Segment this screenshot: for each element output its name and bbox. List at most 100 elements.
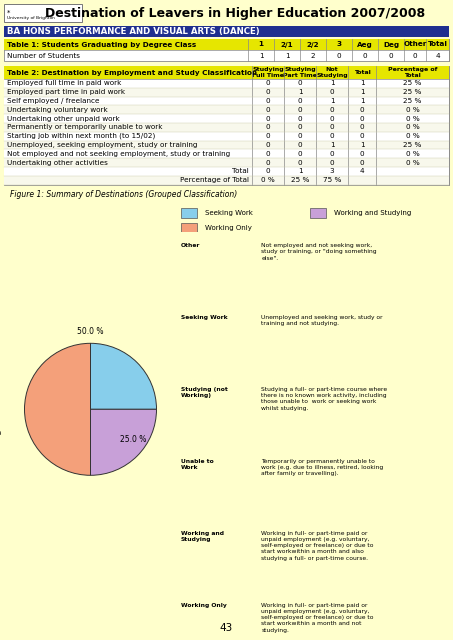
Text: Total: Total bbox=[428, 42, 448, 47]
Text: 1: 1 bbox=[330, 142, 334, 148]
Text: Unemployed, seeking employment, study or training: Unemployed, seeking employment, study or… bbox=[7, 142, 198, 148]
Text: 0: 0 bbox=[360, 159, 364, 166]
Bar bbox=[4, 106, 449, 114]
Text: 1: 1 bbox=[360, 98, 364, 104]
Text: 1: 1 bbox=[330, 81, 334, 86]
Text: Undertaking voluntary work: Undertaking voluntary work bbox=[7, 107, 108, 113]
Text: 0: 0 bbox=[330, 89, 334, 95]
Text: 0 %: 0 % bbox=[405, 124, 419, 131]
Text: Total: Total bbox=[354, 70, 371, 75]
Text: 0: 0 bbox=[330, 159, 334, 166]
Text: 3: 3 bbox=[330, 168, 334, 174]
Text: 1: 1 bbox=[298, 89, 302, 95]
Text: 1: 1 bbox=[284, 52, 289, 58]
Text: Not employed and not seeking employment, study or training: Not employed and not seeking employment,… bbox=[7, 151, 230, 157]
Text: 25 %: 25 % bbox=[291, 177, 309, 183]
Text: 0: 0 bbox=[330, 124, 334, 131]
Text: 1: 1 bbox=[298, 168, 302, 174]
Text: 1: 1 bbox=[360, 89, 364, 95]
Text: Destination of Leavers in Higher Education 2007/2008: Destination of Leavers in Higher Educati… bbox=[45, 6, 425, 19]
Text: Working Only: Working Only bbox=[181, 603, 227, 608]
Text: Deg: Deg bbox=[383, 42, 399, 47]
Text: 2: 2 bbox=[311, 52, 315, 58]
Text: 4: 4 bbox=[435, 52, 440, 58]
Text: 25.0 %: 25.0 % bbox=[0, 428, 1, 437]
Text: 0: 0 bbox=[413, 52, 417, 58]
Text: 0: 0 bbox=[330, 151, 334, 157]
Bar bbox=[181, 223, 197, 233]
Text: Aeg: Aeg bbox=[357, 42, 373, 47]
Text: Working and Studying: Working and Studying bbox=[334, 209, 411, 216]
Text: 0: 0 bbox=[266, 107, 270, 113]
Text: 25.0 %: 25.0 % bbox=[120, 435, 147, 444]
Text: 0: 0 bbox=[266, 151, 270, 157]
Text: 75 %: 75 % bbox=[323, 177, 341, 183]
Text: Unable to
Work: Unable to Work bbox=[181, 459, 214, 470]
Text: 0: 0 bbox=[360, 107, 364, 113]
Bar bbox=[4, 39, 449, 61]
Text: 0: 0 bbox=[266, 168, 270, 174]
Text: 25 %: 25 % bbox=[403, 98, 422, 104]
Text: Table 2: Destination by Employment and Study Classification: Table 2: Destination by Employment and S… bbox=[7, 70, 257, 76]
Bar bbox=[310, 208, 326, 218]
Text: Employed full time in paid work: Employed full time in paid work bbox=[7, 81, 121, 86]
Wedge shape bbox=[91, 410, 156, 476]
Text: BA HONS PERFORMANCE AND VISUAL ARTS (DANCE): BA HONS PERFORMANCE AND VISUAL ARTS (DAN… bbox=[7, 27, 260, 36]
Bar bbox=[4, 26, 449, 37]
Text: 0: 0 bbox=[298, 124, 302, 131]
Text: Self employed / freelance: Self employed / freelance bbox=[7, 98, 100, 104]
Text: Seeking Work: Seeking Work bbox=[205, 209, 253, 216]
Text: 1: 1 bbox=[360, 81, 364, 86]
Text: 0: 0 bbox=[360, 124, 364, 131]
Text: Undertaking other activities: Undertaking other activities bbox=[7, 159, 108, 166]
Text: Other: Other bbox=[181, 243, 200, 248]
Text: 0: 0 bbox=[330, 133, 334, 140]
Text: 0: 0 bbox=[360, 151, 364, 157]
Text: 0: 0 bbox=[330, 107, 334, 113]
Wedge shape bbox=[91, 343, 156, 410]
Bar bbox=[4, 79, 449, 88]
Bar bbox=[4, 39, 449, 50]
Text: 0: 0 bbox=[363, 52, 367, 58]
Bar bbox=[4, 123, 449, 132]
Text: Table 1: Students Graduating by Degree Class: Table 1: Students Graduating by Degree C… bbox=[7, 42, 196, 47]
Text: Other: Other bbox=[403, 42, 427, 47]
Text: 0: 0 bbox=[337, 52, 341, 58]
Text: 0: 0 bbox=[266, 81, 270, 86]
Text: 0: 0 bbox=[298, 151, 302, 157]
Text: 43: 43 bbox=[219, 623, 233, 633]
Text: 4: 4 bbox=[360, 168, 364, 174]
Bar bbox=[4, 66, 449, 184]
Text: 25 %: 25 % bbox=[403, 89, 422, 95]
Text: Permanently or temporarily unable to work: Permanently or temporarily unable to wor… bbox=[7, 124, 163, 131]
Text: 0: 0 bbox=[266, 98, 270, 104]
Bar bbox=[4, 114, 449, 123]
Text: Working in full- or part-time paid or
unpaid employment (e.g. voluntary,
self-em: Working in full- or part-time paid or un… bbox=[261, 603, 374, 632]
Text: 1: 1 bbox=[330, 98, 334, 104]
Text: 25 %: 25 % bbox=[403, 142, 422, 148]
Text: 0 %: 0 % bbox=[405, 151, 419, 157]
Text: Number of Students: Number of Students bbox=[7, 52, 80, 58]
Text: Studying a full- or part-time course where
there is no known work activity, incl: Studying a full- or part-time course whe… bbox=[261, 387, 387, 411]
Bar bbox=[4, 149, 449, 158]
Text: 25 %: 25 % bbox=[403, 81, 422, 86]
Text: Working Only: Working Only bbox=[205, 225, 252, 230]
Text: 0: 0 bbox=[266, 89, 270, 95]
Text: 0: 0 bbox=[389, 52, 393, 58]
Text: Studying
Part Time: Studying Part Time bbox=[283, 67, 317, 78]
Text: 0 %: 0 % bbox=[405, 133, 419, 140]
Text: 1: 1 bbox=[259, 42, 264, 47]
Text: 0: 0 bbox=[360, 133, 364, 140]
Text: Figure 1: Summary of Destinations (Grouped Classification): Figure 1: Summary of Destinations (Group… bbox=[10, 189, 237, 198]
Bar bbox=[4, 97, 449, 106]
Bar bbox=[4, 4, 82, 22]
Text: *: * bbox=[7, 10, 10, 16]
Bar bbox=[4, 88, 449, 97]
Bar bbox=[4, 132, 449, 141]
Bar bbox=[4, 167, 449, 176]
Text: Not employed and not seeking work,
study or training, or "doing something
else".: Not employed and not seeking work, study… bbox=[261, 243, 377, 260]
Text: Percentage of Total: Percentage of Total bbox=[180, 177, 249, 183]
Text: Employed part time in paid work: Employed part time in paid work bbox=[7, 89, 125, 95]
Text: Working in full- or part-time paid or
unpaid employment (e.g. voluntary,
self-em: Working in full- or part-time paid or un… bbox=[261, 531, 374, 561]
Text: Starting job within next month (to 15/02): Starting job within next month (to 15/02… bbox=[7, 133, 155, 140]
